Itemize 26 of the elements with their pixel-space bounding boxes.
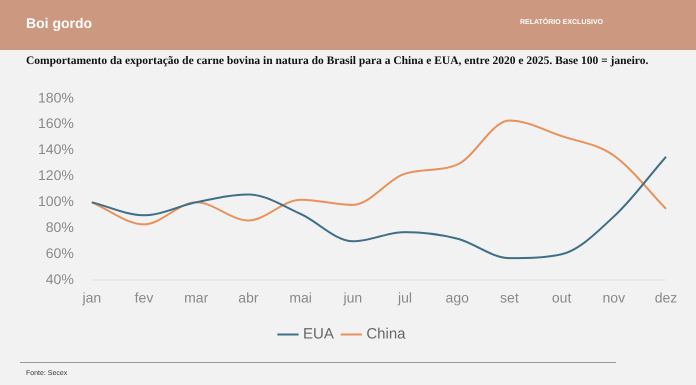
y-tick-label: 80% xyxy=(46,219,74,236)
y-tick-label: 160% xyxy=(38,115,74,132)
x-tick-label: nov xyxy=(602,289,626,306)
y-tick-label: 40% xyxy=(46,271,74,288)
line-series xyxy=(90,156,667,260)
y-tick-label: 140% xyxy=(38,141,74,158)
x-tick-label: abr xyxy=(238,289,259,306)
y-tick-label: 60% xyxy=(46,245,74,262)
x-tick-label: mai xyxy=(289,289,312,306)
text: Boi gordo xyxy=(26,15,92,31)
legend-label: China xyxy=(366,326,406,343)
x-tick-label: jan xyxy=(81,289,102,306)
x-tick-label: jul xyxy=(396,289,412,306)
y-tick-label: 180% xyxy=(38,89,74,106)
x-tick-label: dez xyxy=(654,289,678,306)
y-tick-label: 100% xyxy=(38,193,74,210)
x-tick-label: out xyxy=(552,289,572,306)
x-tick-label: mar xyxy=(184,289,209,306)
y-tick-label: 120% xyxy=(38,167,74,184)
x-tick-label: jun xyxy=(342,289,362,306)
line-series xyxy=(90,119,667,226)
x-tick-label: set xyxy=(500,289,519,306)
x-tick-label: fev xyxy=(134,289,154,306)
legend-label: EUA xyxy=(302,326,334,343)
x-tick-label: ago xyxy=(446,289,470,306)
chart-title: Comportamento da exportação de carne bovina in natura do Brasil para a China e EUA, entre 2020 e 2025. Base 100 = janeiro. xyxy=(26,55,648,67)
